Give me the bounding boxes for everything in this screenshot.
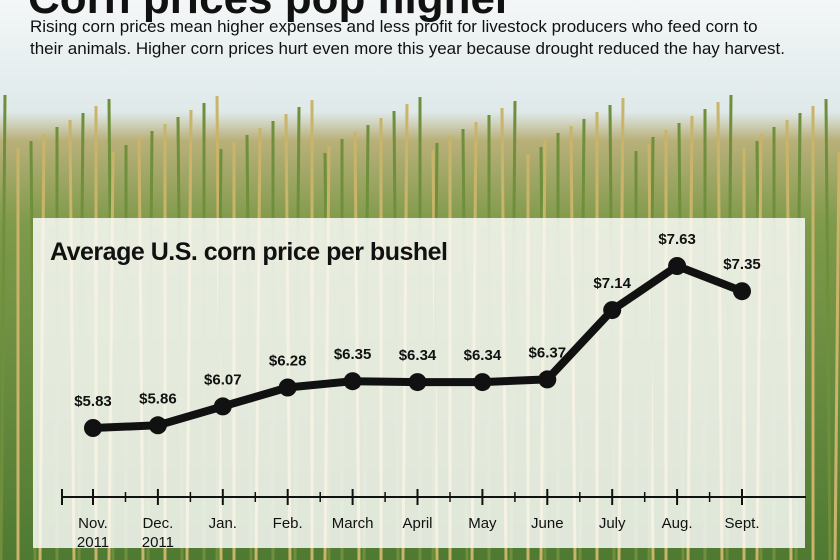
value-label: $6.28 xyxy=(269,353,307,370)
stalk xyxy=(0,94,7,560)
point xyxy=(278,378,297,397)
value-label: $7.35 xyxy=(723,256,761,273)
x-tick-label: Sept. xyxy=(724,515,760,532)
x-tick-label: April xyxy=(402,515,433,532)
x-tick-label: Aug. xyxy=(661,515,693,532)
x-tick-label: June xyxy=(531,515,564,532)
value-label: $6.34 xyxy=(464,347,502,364)
value-label: $7.63 xyxy=(658,231,696,248)
x-tick-label: Feb. xyxy=(272,515,303,532)
subtitle: Rising corn prices mean higher expenses … xyxy=(30,17,786,58)
point xyxy=(408,373,427,392)
point xyxy=(733,282,751,301)
value-label: $6.07 xyxy=(204,371,242,388)
point xyxy=(668,257,687,275)
x-tick-label: May xyxy=(468,515,497,532)
stalk xyxy=(833,151,840,560)
value-label: $5.86 xyxy=(139,390,177,407)
chart-title: Average U.S. corn price per bushel xyxy=(50,238,448,266)
point xyxy=(473,373,492,392)
point xyxy=(343,372,362,391)
x-tick-label: Dec. 2011 xyxy=(141,515,175,551)
point xyxy=(213,397,232,416)
x-tick-label: Jan. xyxy=(208,515,237,532)
point xyxy=(148,416,167,435)
x-tick-label: March xyxy=(331,515,374,532)
value-label: $6.37 xyxy=(529,344,567,361)
x-tick-label: Nov. 2011 xyxy=(76,515,110,551)
value-label: $5.83 xyxy=(74,393,112,410)
point xyxy=(538,370,557,389)
headline: Corn prices pop higher xyxy=(28,0,512,24)
value-label: $7.14 xyxy=(593,275,631,292)
x-tick-label: July xyxy=(598,515,626,532)
stalk xyxy=(824,98,832,560)
value-label: $6.34 xyxy=(399,347,437,364)
point xyxy=(603,301,622,320)
point xyxy=(84,419,102,437)
value-label: $6.35 xyxy=(334,346,372,363)
